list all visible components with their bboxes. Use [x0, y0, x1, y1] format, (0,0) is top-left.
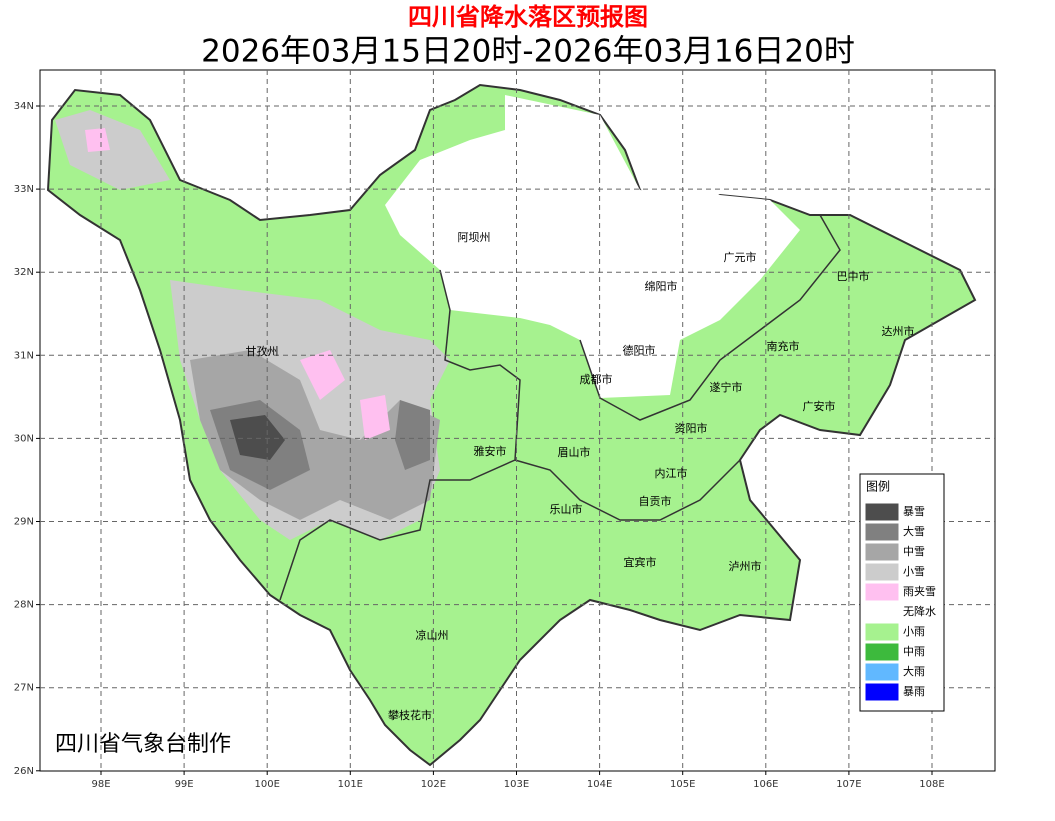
no-rain-area	[385, 95, 800, 398]
city-label: 资阳市	[675, 421, 708, 435]
grid: 34N 33N 32N 31N 30N 29N 28N 27N 26N 98E 99E 100E 101…	[14, 70, 995, 790]
lon-label: 105E	[670, 779, 695, 790]
legend-label: 大雨	[903, 664, 925, 678]
sleet	[360, 395, 390, 440]
city-label: 南充市	[767, 339, 800, 353]
city-label: 甘孜州	[246, 344, 279, 358]
lon-label: 102E	[421, 779, 446, 790]
legend-label: 中雨	[903, 645, 925, 658]
city-label: 德阳市	[623, 343, 656, 357]
lon-label: 98E	[91, 779, 110, 790]
legend-swatch	[865, 623, 899, 641]
cities: 阿坝州 广元市 巴中市 绵阳市 达州市 德阳市 南充市 甘孜州 成都市 遂宁市 …	[246, 230, 915, 722]
city-label: 达州市	[882, 324, 915, 338]
lon-label: 104E	[587, 779, 612, 790]
legend-swatch	[865, 503, 899, 521]
legend-swatch	[865, 683, 899, 701]
lon-label: 101E	[338, 779, 363, 790]
lon-label: 100E	[254, 779, 279, 790]
legend-label: 小雪	[903, 565, 925, 578]
lon-label: 108E	[919, 779, 944, 790]
lat-label: 29N	[14, 517, 34, 528]
city-label: 成都市	[580, 372, 613, 386]
lat-label: 31N	[14, 350, 34, 361]
legend-title: 图例	[866, 480, 890, 494]
legend-swatch	[865, 543, 899, 561]
city-label: 雅安市	[474, 444, 507, 458]
lat-label: 27N	[14, 683, 34, 694]
city-label: 宜宾市	[624, 555, 657, 569]
legend-swatch	[865, 563, 899, 581]
city-label: 阿坝州	[458, 230, 491, 244]
lat-label: 32N	[14, 267, 34, 278]
legend-label: 雨夹雪	[903, 585, 936, 598]
city-label: 广元市	[724, 250, 757, 264]
snow-blizzard	[230, 415, 285, 460]
legend-label: 暴雪	[903, 505, 925, 518]
lat-label: 30N	[14, 433, 34, 444]
legend-swatch	[865, 663, 899, 681]
legend-swatch	[865, 643, 899, 661]
city-label: 绵阳市	[645, 279, 678, 293]
lat-label: 28N	[14, 600, 34, 611]
lon-label: 103E	[504, 779, 529, 790]
legend-label: 暴雨	[903, 685, 925, 698]
legend-label: 小雨	[903, 625, 925, 638]
sleet	[300, 350, 345, 400]
city-label: 自贡市	[639, 494, 672, 508]
city-label: 遂宁市	[710, 380, 743, 394]
city-label: 凉山州	[416, 628, 449, 642]
legend-label: 无降水	[903, 604, 936, 618]
city-border	[279, 269, 521, 601]
title: 四川省降水落区预报图	[408, 3, 648, 31]
city-label: 泸州市	[729, 559, 762, 573]
subtitle: 2026年03月15日20时-2026年03月16日20时	[201, 34, 855, 70]
city-border	[579, 214, 841, 421]
city-label: 内江市	[655, 466, 688, 480]
city-label: 巴中市	[837, 269, 870, 283]
snow-light	[55, 110, 170, 190]
legend-label: 大雪	[903, 524, 925, 538]
lon-label: 107E	[836, 779, 861, 790]
legend-swatch	[865, 603, 899, 621]
legend-swatch	[865, 583, 899, 601]
sleet	[85, 128, 110, 152]
lat-label: 34N	[14, 101, 34, 112]
legend-swatch	[865, 523, 899, 541]
province	[46, 83, 977, 767]
credit: 四川省气象台制作	[55, 732, 231, 757]
lat-label: 26N	[14, 766, 34, 777]
city-label: 乐山市	[550, 502, 583, 516]
lon-label: 106E	[753, 779, 778, 790]
city-border	[514, 459, 741, 521]
lon-label: 99E	[175, 779, 194, 790]
city-label: 眉山市	[558, 445, 591, 459]
city-label: 广安市	[803, 399, 836, 413]
city-label: 攀枝花市	[388, 708, 432, 722]
legend-label: 中雪	[903, 545, 925, 558]
lat-label: 33N	[14, 184, 34, 195]
snow-heavy	[395, 400, 430, 470]
